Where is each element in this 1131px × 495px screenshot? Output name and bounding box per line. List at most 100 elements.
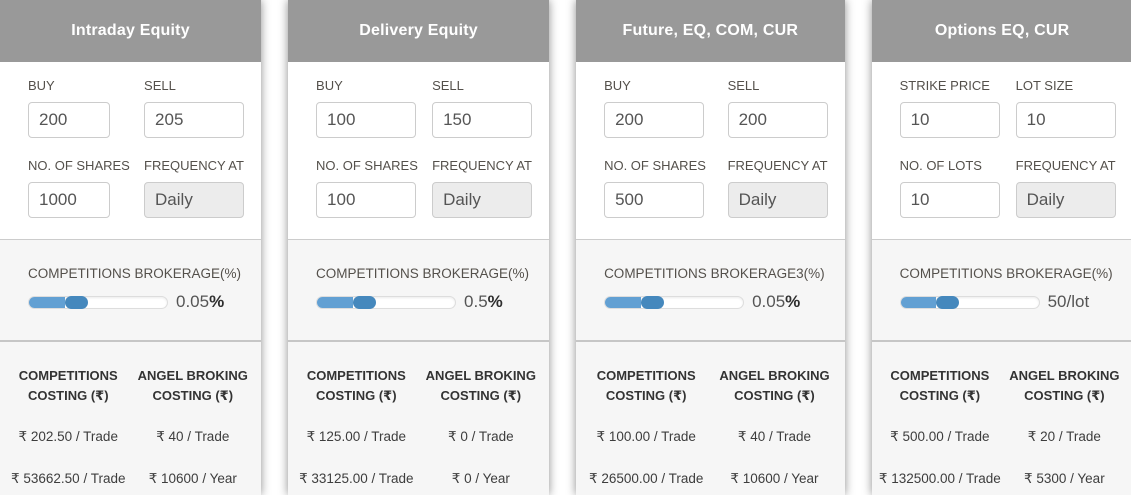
strike-price-input[interactable] <box>899 102 1000 138</box>
strike-price-label: STRIKE PRICE <box>899 78 990 93</box>
angel-cost-per-trade: ₹ 40 / Trade <box>156 429 230 445</box>
inputs-section: STRIKE PRICE LOT SIZE NO. OF LOTS FREQUE… <box>871 62 1131 240</box>
shares-label: NO. OF SHARES <box>604 158 706 173</box>
brokerage-label: COMPETITIONS BROKERAGE(%) <box>28 266 242 281</box>
brokerage-label: COMPETITIONS BROKERAGE(%) <box>316 266 530 281</box>
brokerage-value-unit: % <box>785 292 801 311</box>
brokerage-value: 0.5% <box>464 292 503 312</box>
slider-fill <box>900 296 937 308</box>
sell-input[interactable] <box>432 102 533 138</box>
brokerage-value: 50/lot <box>1048 292 1090 312</box>
brokerage-value-number: 50/lot <box>1047 292 1090 311</box>
angel-broking-costing-header: ANGEL BROKING COSTING (₹) <box>425 368 536 404</box>
brokerage-section: COMPETITIONS BROKERAGE(%) 0.05% <box>0 240 262 340</box>
brokerage-slider-track[interactable] <box>28 295 168 309</box>
angel-broking-costing-header: ANGEL BROKING COSTING (₹) <box>137 368 248 404</box>
card-options-eq-cur: Options EQ, CUR STRIKE PRICE LOT SIZE NO… <box>871 0 1131 495</box>
brokerage-section: COMPETITIONS BROKERAGE3(%) 0.05% <box>576 240 845 340</box>
buy-input[interactable] <box>316 102 417 138</box>
frequency-label: FREQUENCY AT <box>1015 158 1116 173</box>
shares-label: NO. OF SHARES <box>316 158 418 173</box>
card-title: Options EQ, CUR <box>871 0 1131 62</box>
competitions-cost-per-trade: ₹ 500.00 / Trade <box>890 429 990 445</box>
angel-broking-costing-header: ANGEL BROKING COSTING (₹) <box>1009 368 1120 404</box>
frequency-input <box>1015 182 1116 218</box>
angel-cost-yearly: ₹ 10600 / Year <box>148 470 237 486</box>
costing-section: COMPETITIONS COSTING (₹) ANGEL BROKING C… <box>576 340 845 495</box>
competitions-cost-per-trade: ₹ 100.00 / Trade <box>596 429 696 445</box>
competitions-cost-per-trade: ₹ 202.50 / Trade <box>18 429 118 445</box>
card-intraday-equity: Intraday Equity BUY SELL NO. OF SHARES <box>0 0 262 495</box>
frequency-label: FREQUENCY AT <box>727 158 828 173</box>
brokerage-value-number: 0.05 <box>752 292 786 311</box>
angel-cost-per-trade: ₹ 20 / Trade <box>1027 429 1101 445</box>
buy-label: BUY <box>28 78 55 93</box>
competitions-costing-header: COMPETITIONS COSTING (₹) <box>18 368 118 404</box>
buy-label: BUY <box>604 78 631 93</box>
brokerage-slider-track[interactable] <box>604 295 745 309</box>
sell-label: SELL <box>727 78 760 93</box>
slider-fill <box>317 296 353 308</box>
brokerage-value-unit: % <box>487 292 503 311</box>
card-title: Intraday Equity <box>0 0 262 62</box>
angel-cost-per-trade: ₹ 0 / Trade <box>447 429 514 445</box>
buy-input[interactable] <box>604 102 705 138</box>
sell-label: SELL <box>432 78 464 93</box>
angel-cost-yearly: ₹ 10600 / Year <box>730 470 819 486</box>
competitions-cost-yearly: ₹ 26500.00 / Trade <box>588 470 704 486</box>
slider-handle[interactable] <box>640 295 664 309</box>
inputs-section: BUY SELL NO. OF SHARES FREQUENCY AT <box>288 62 550 240</box>
brokerage-slider-track[interactable] <box>899 295 1040 309</box>
inputs-section: BUY SELL NO. OF SHARES FREQUENCY AT <box>576 62 845 240</box>
lot-size-input[interactable] <box>1015 102 1116 138</box>
slider-handle[interactable] <box>64 295 88 309</box>
competitions-costing-header: COMPETITIONS COSTING (₹) <box>596 368 696 404</box>
slider-handle[interactable] <box>352 295 376 309</box>
frequency-input <box>432 182 533 218</box>
costing-section: COMPETITIONS COSTING (₹) ANGEL BROKING C… <box>871 340 1131 495</box>
card-future-eq-com-cur: Future, EQ, COM, CUR BUY SELL NO. OF SHA… <box>576 0 845 495</box>
buy-label: BUY <box>316 78 343 93</box>
card-delivery-equity: Delivery Equity BUY SELL NO. OF SHARES <box>288 0 550 495</box>
competitions-cost-per-trade: ₹ 125.00 / Trade <box>306 429 406 445</box>
slider-fill <box>605 296 641 308</box>
brokerage-value: 0.05% <box>752 292 800 312</box>
slider-handle[interactable] <box>936 295 960 309</box>
frequency-input <box>727 182 828 218</box>
angel-broking-costing-header: ANGEL BROKING COSTING (₹) <box>719 368 830 404</box>
brokerage-value: 0.05% <box>176 292 224 312</box>
brokerage-value-number: 0.5 <box>464 292 488 311</box>
shares-input[interactable] <box>316 182 417 218</box>
inputs-section: BUY SELL NO. OF SHARES FREQUENCY AT <box>0 62 262 240</box>
buy-input[interactable] <box>28 102 110 138</box>
slider-fill <box>29 296 65 308</box>
brokerage-section: COMPETITIONS BROKERAGE(%) 0.5% <box>288 240 550 340</box>
brokerage-value-unit: % <box>209 292 225 311</box>
brokerage-section: COMPETITIONS BROKERAGE(%) 50/lot <box>871 240 1131 340</box>
lots-input[interactable] <box>899 182 1000 218</box>
costing-section: COMPETITIONS COSTING (₹) ANGEL BROKING C… <box>0 340 262 495</box>
competitions-cost-yearly: ₹ 33125.00 / Trade <box>299 470 414 486</box>
shares-input[interactable] <box>28 182 110 218</box>
brokerage-label: COMPETITIONS BROKERAGE3(%) <box>604 266 825 281</box>
card-title: Future, EQ, COM, CUR <box>576 0 845 62</box>
competitions-cost-yearly: ₹ 53662.50 / Trade <box>11 470 126 486</box>
frequency-input <box>144 182 245 218</box>
brokerage-label: COMPETITIONS BROKERAGE(%) <box>899 266 1113 281</box>
sell-input[interactable] <box>727 102 828 138</box>
sell-label: SELL <box>144 78 176 93</box>
brokerage-value-number: 0.05 <box>176 292 210 311</box>
competitions-costing-header: COMPETITIONS COSTING (₹) <box>890 368 990 404</box>
frequency-label: FREQUENCY AT <box>432 158 532 173</box>
competitions-costing-header: COMPETITIONS COSTING (₹) <box>306 368 406 404</box>
sell-input[interactable] <box>144 102 245 138</box>
frequency-label: FREQUENCY AT <box>144 158 244 173</box>
shares-label: NO. OF SHARES <box>28 158 130 173</box>
brokerage-slider-track[interactable] <box>316 295 457 309</box>
costing-section: COMPETITIONS COSTING (₹) ANGEL BROKING C… <box>288 340 550 495</box>
card-title: Delivery Equity <box>288 0 550 62</box>
lots-label: NO. OF LOTS <box>899 158 982 173</box>
shares-input[interactable] <box>604 182 705 218</box>
lot-size-label: LOT SIZE <box>1015 78 1074 93</box>
